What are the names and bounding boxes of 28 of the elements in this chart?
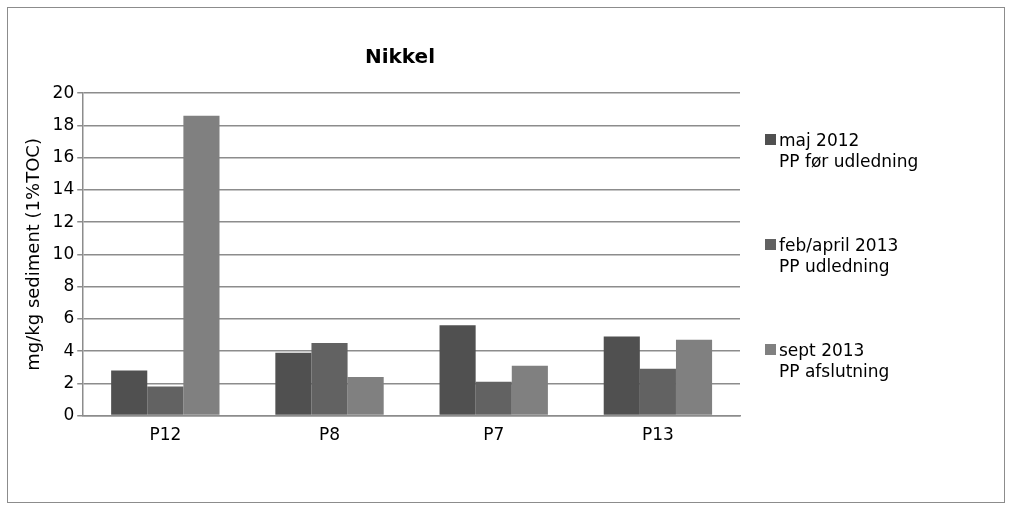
bar xyxy=(439,325,476,415)
bar xyxy=(275,352,312,415)
x-tick-label: P12 xyxy=(149,424,182,445)
bar xyxy=(311,343,348,415)
y-tick-label: 4 xyxy=(63,339,75,360)
bar xyxy=(111,370,148,415)
chart-title: Nikkel xyxy=(363,44,437,68)
legend-label: feb/april 2013 PP udledning xyxy=(779,235,899,277)
legend-label: sept 2013 PP afslutning xyxy=(779,340,890,382)
y-tick-label: 14 xyxy=(52,178,75,199)
y-axis-title: mg/kg sediment (1%TOC) xyxy=(22,138,44,371)
bar xyxy=(603,336,640,415)
y-tick-label: 2 xyxy=(63,371,75,392)
legend-label: maj 2012 PP før udledning xyxy=(779,130,919,172)
bar xyxy=(639,368,676,415)
y-tick-label: 18 xyxy=(52,113,75,134)
y-tick-label: 16 xyxy=(52,146,75,167)
bar xyxy=(147,386,184,415)
y-tick-label: 20 xyxy=(52,81,75,102)
y-tick-label: 0 xyxy=(63,404,75,425)
y-tick-label: 6 xyxy=(63,307,75,328)
y-tick-label: 8 xyxy=(63,275,75,296)
x-tick-label: P8 xyxy=(318,424,341,445)
x-tick-label: P13 xyxy=(641,424,674,445)
x-tick-label: P7 xyxy=(483,424,505,445)
y-tick-label: 12 xyxy=(52,210,75,231)
bar xyxy=(475,381,512,415)
y-tick-label: 10 xyxy=(52,242,75,263)
